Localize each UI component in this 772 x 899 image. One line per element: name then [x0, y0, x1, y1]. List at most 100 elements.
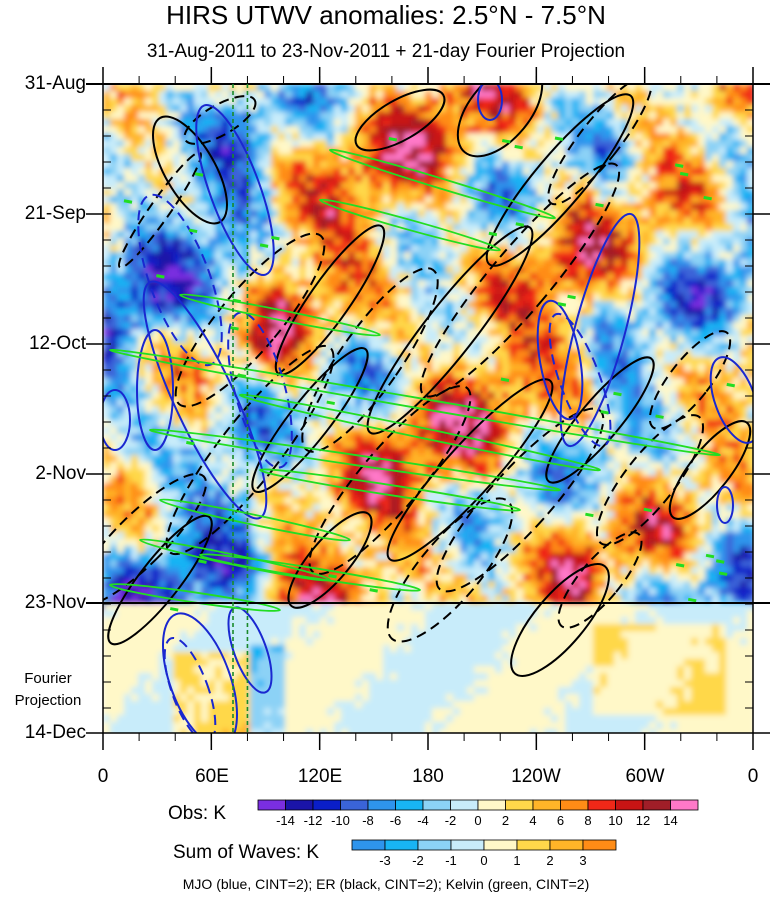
- obs-cell: [607, 168, 615, 176]
- obs-cell: [488, 308, 496, 316]
- obs-cell: [180, 287, 188, 295]
- obs-cell: [285, 175, 293, 183]
- obs-cell: [558, 147, 566, 155]
- obs-cell: [215, 392, 223, 400]
- obs-cell: [334, 434, 342, 442]
- obs-cell: [600, 336, 608, 344]
- obs-cell: [740, 189, 748, 197]
- obs-cell: [509, 364, 517, 372]
- obs-cell: [453, 91, 461, 99]
- obs-cell: [236, 378, 244, 386]
- obs-cell: [460, 329, 468, 337]
- obs-cell: [705, 126, 713, 134]
- obs-cell: [565, 357, 573, 365]
- obs-cell: [656, 98, 664, 106]
- obs-cell: [411, 84, 419, 92]
- obs-cell: [642, 217, 650, 225]
- obs-cell: [264, 413, 272, 421]
- obs-cell: [257, 280, 265, 288]
- obs-cell: [432, 203, 440, 211]
- obs-cell: [124, 273, 132, 281]
- obs-cell: [558, 196, 566, 204]
- obs-cell: [145, 154, 153, 162]
- obs-cell: [544, 441, 552, 449]
- obs-cell: [215, 126, 223, 134]
- obs-cell: [383, 140, 391, 148]
- obs-cell: [635, 420, 643, 428]
- obs-cell: [173, 84, 181, 92]
- obs-cell: [726, 210, 734, 218]
- obs-cell: [215, 413, 223, 421]
- obs-cell: [502, 217, 510, 225]
- obs-cell: [411, 315, 419, 323]
- obs-cell: [313, 112, 321, 120]
- obs-cell: [544, 84, 552, 92]
- obs-cell: [341, 420, 349, 428]
- obs-cell: [502, 406, 510, 414]
- obs-cell: [474, 168, 482, 176]
- obs-cell: [159, 196, 167, 204]
- obs-cell: [180, 343, 188, 351]
- obs-cell: [397, 161, 405, 169]
- obs-cell: [551, 301, 559, 309]
- obs-cell: [257, 357, 265, 365]
- obs-cell: [425, 385, 433, 393]
- obs-cell: [607, 84, 615, 92]
- obs-cell: [537, 231, 545, 239]
- obs-cell: [488, 301, 496, 309]
- obs-cell: [733, 231, 741, 239]
- obs-cell: [264, 308, 272, 316]
- obs-cell: [719, 154, 727, 162]
- obs-cell: [250, 448, 258, 456]
- obs-cell: [446, 196, 454, 204]
- obs-cell: [299, 105, 307, 113]
- obs-cell: [453, 392, 461, 400]
- obs-cell: [257, 147, 265, 155]
- obs-cell: [152, 378, 160, 386]
- obs-cell: [460, 259, 468, 267]
- obs-cell: [453, 105, 461, 113]
- obs-cell: [313, 91, 321, 99]
- obs-cell: [747, 406, 753, 414]
- obs-cell: [719, 98, 727, 106]
- obs-cell: [187, 280, 195, 288]
- obs-cell: [110, 350, 118, 358]
- obs-cell: [495, 399, 503, 407]
- obs-cell: [453, 329, 461, 337]
- obs-cell: [719, 434, 727, 442]
- obs-cell: [691, 308, 699, 316]
- obs-cell: [558, 441, 566, 449]
- obs-cell: [509, 140, 517, 148]
- obs-cell: [502, 252, 510, 260]
- obs-cell: [117, 147, 125, 155]
- obs-cell: [593, 224, 601, 232]
- obs-cell: [285, 147, 293, 155]
- obs-cell: [348, 231, 356, 239]
- obs-cell: [320, 252, 328, 260]
- obs-cell: [649, 273, 657, 281]
- obs-cell: [194, 413, 202, 421]
- obs-cell: [733, 84, 741, 92]
- obs-cell: [355, 91, 363, 99]
- obs-cell: [614, 280, 622, 288]
- obs-cell: [124, 119, 132, 127]
- obs-cell: [432, 308, 440, 316]
- obs-cell: [467, 336, 475, 344]
- obs-cell: [194, 203, 202, 211]
- obs-cell: [586, 427, 594, 435]
- obs-cell: [201, 147, 209, 155]
- obs-cell: [747, 154, 753, 162]
- obs-cell: [691, 343, 699, 351]
- obs-cell: [691, 371, 699, 379]
- obs-cell: [481, 329, 489, 337]
- obs-cell: [432, 238, 440, 246]
- obs-cell: [530, 427, 538, 435]
- obs-cell: [698, 224, 706, 232]
- obs-cell: [642, 105, 650, 113]
- obs-cell: [152, 441, 160, 449]
- obs-cell: [600, 238, 608, 246]
- obs-cell: [411, 406, 419, 414]
- obs-cell: [621, 343, 629, 351]
- obs-cell: [642, 427, 650, 435]
- obs-cell: [712, 210, 720, 218]
